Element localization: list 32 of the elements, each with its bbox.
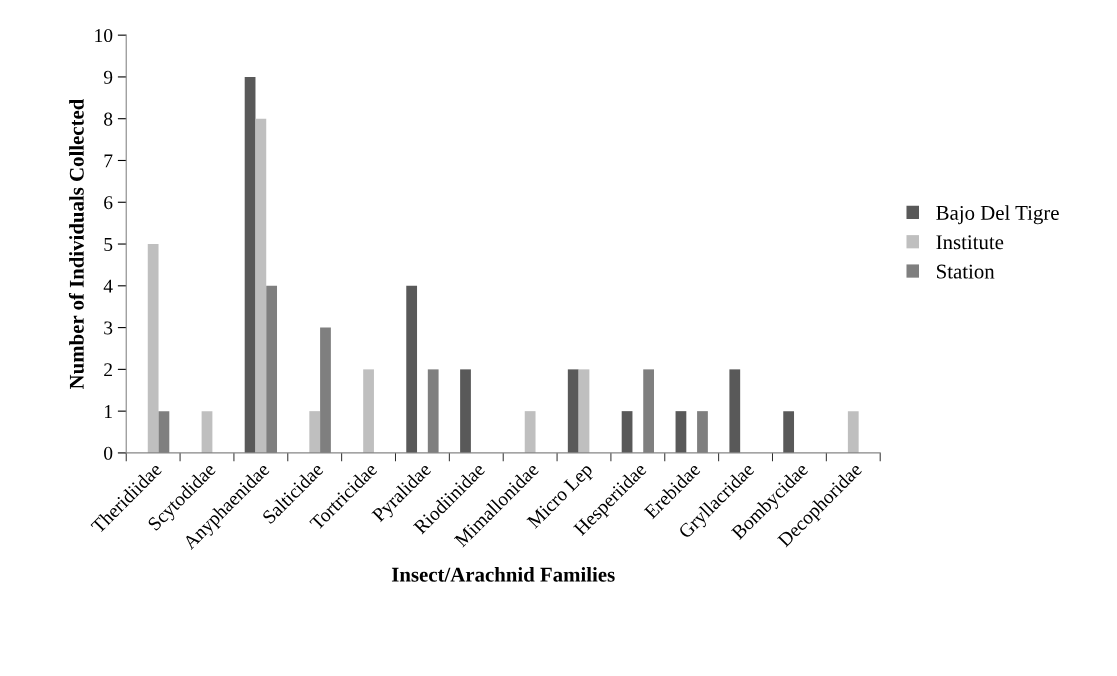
y-axis-title: Number of Individuals Collected: [68, 98, 84, 390]
bar: [783, 411, 795, 453]
y-tick-label: 1: [105, 405, 112, 418]
bar: [460, 369, 471, 453]
bar: [524, 411, 536, 453]
y-tick-label: 10: [95, 28, 113, 43]
y-tick-label: 0: [104, 446, 113, 460]
bar: [847, 411, 859, 453]
bar: [729, 369, 741, 453]
bar: [621, 411, 633, 453]
legend-label: Station: [937, 264, 995, 279]
bar: [309, 411, 321, 453]
bar: [147, 244, 159, 453]
bar: [363, 369, 374, 453]
bar: [567, 369, 579, 453]
bar: [255, 118, 267, 453]
bar: [675, 411, 687, 453]
y-tick-label: 4: [103, 279, 113, 293]
bar: [201, 411, 213, 453]
bar: [406, 285, 418, 453]
legend-label: Institute: [936, 235, 1004, 250]
y-tick-label: 3: [104, 321, 113, 335]
y-tick-label: 8: [104, 112, 113, 126]
y-tick-label: 2: [104, 363, 112, 377]
y-tick-label: 7: [104, 154, 113, 168]
bar: [578, 369, 590, 453]
y-tick-label: 9: [103, 70, 113, 84]
y-tick-label: 6: [104, 196, 113, 210]
x-axis-title: Insect/Arachnid Families: [391, 567, 615, 582]
legend-label: Bajo Del Tigre: [936, 205, 1059, 225]
bar: [244, 76, 256, 453]
y-tick-label: 5: [104, 238, 113, 251]
